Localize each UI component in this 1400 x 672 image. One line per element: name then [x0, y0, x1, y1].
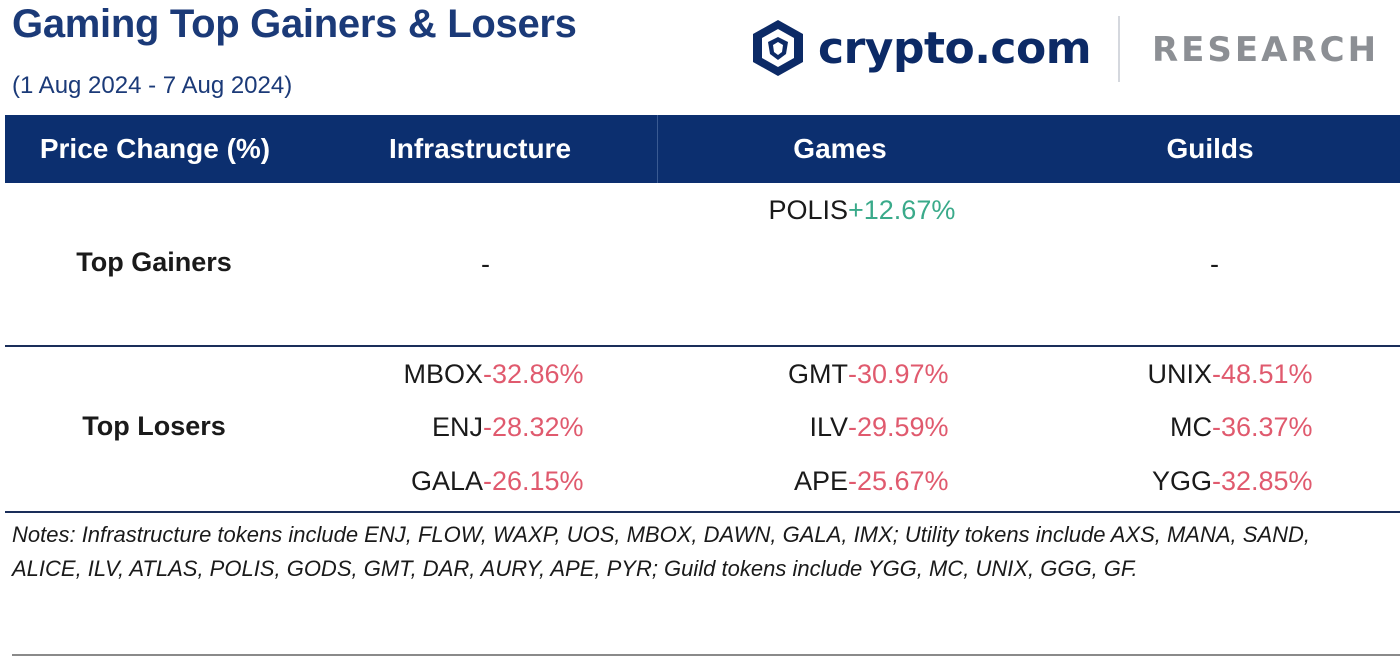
price-change: -25.67% — [848, 466, 949, 496]
brand-divider — [1118, 16, 1120, 82]
guilds-gainers-empty: - — [1210, 249, 1219, 279]
guilds-loser-1: UNIX -48.51% — [1147, 357, 1342, 391]
brand-lockup: crypto.com — [748, 18, 1092, 78]
ticker: UNIX — [1147, 359, 1212, 389]
infrastructure-loser-1: MBOX -32.86% — [403, 357, 613, 391]
games-loser-2: ILV -29.59% — [809, 410, 978, 444]
games-gainer-1: POLIS +12.67% — [768, 193, 978, 227]
infrastructure-loser-3: GALA -26.15% — [411, 464, 613, 498]
notes-text: Notes: Infrastructure tokens include ENJ… — [12, 522, 1310, 581]
ticker: MBOX — [403, 359, 483, 389]
price-change: -29.59% — [848, 412, 949, 442]
price-change: -30.97% — [848, 359, 949, 389]
column-header-games: Games — [793, 133, 887, 164]
brand-name: crypto.com — [818, 22, 1092, 74]
price-change: -26.15% — [483, 466, 584, 496]
crypto-com-logo-icon — [753, 20, 803, 76]
ticker: ILV — [809, 412, 848, 442]
infrastructure-loser-2: ENJ -28.32% — [432, 410, 613, 444]
games-loser-1: GMT -30.97% — [788, 357, 978, 391]
row-label-top-gainers: Top Gainers — [76, 247, 232, 277]
row-label-top-losers: Top Losers — [82, 411, 226, 441]
ticker: YGG — [1151, 466, 1212, 496]
price-change: -36.37% — [1212, 412, 1313, 442]
research-label: RESEARCH — [1152, 30, 1380, 70]
ticker: ENJ — [431, 412, 483, 442]
price-change: -28.32% — [483, 412, 584, 442]
table-header: Price Change (%) Infrastructure Games Gu… — [5, 115, 1400, 183]
page-title: Gaming Top Gainers & Losers — [12, 2, 577, 46]
ticker: GALA — [410, 466, 483, 496]
header-divider — [657, 115, 658, 183]
ticker: MC — [1170, 412, 1212, 442]
column-header-infrastructure: Infrastructure — [388, 133, 572, 164]
guilds-loser-3: YGG -32.85% — [1152, 464, 1342, 498]
games-loser-3: APE -25.67% — [794, 464, 978, 498]
date-range-subtitle: (1 Aug 2024 - 7 Aug 2024) — [12, 72, 293, 99]
column-header-guilds: Guilds — [1166, 133, 1254, 164]
price-change: +12.67% — [848, 195, 956, 225]
column-header-price-change: Price Change (%) — [39, 133, 271, 164]
price-change: -32.86% — [483, 359, 584, 389]
ticker: POLIS — [768, 195, 848, 225]
footer-divider — [12, 654, 1400, 656]
guilds-loser-2: MC -36.37% — [1170, 410, 1342, 444]
ticker: GMT — [788, 359, 848, 389]
row-divider — [5, 345, 1400, 347]
price-change: -32.85% — [1212, 466, 1313, 496]
infrastructure-gainers-empty: - — [481, 249, 490, 279]
table-bottom-border — [5, 511, 1400, 513]
ticker: APE — [793, 466, 848, 496]
price-change: -48.51% — [1212, 359, 1313, 389]
